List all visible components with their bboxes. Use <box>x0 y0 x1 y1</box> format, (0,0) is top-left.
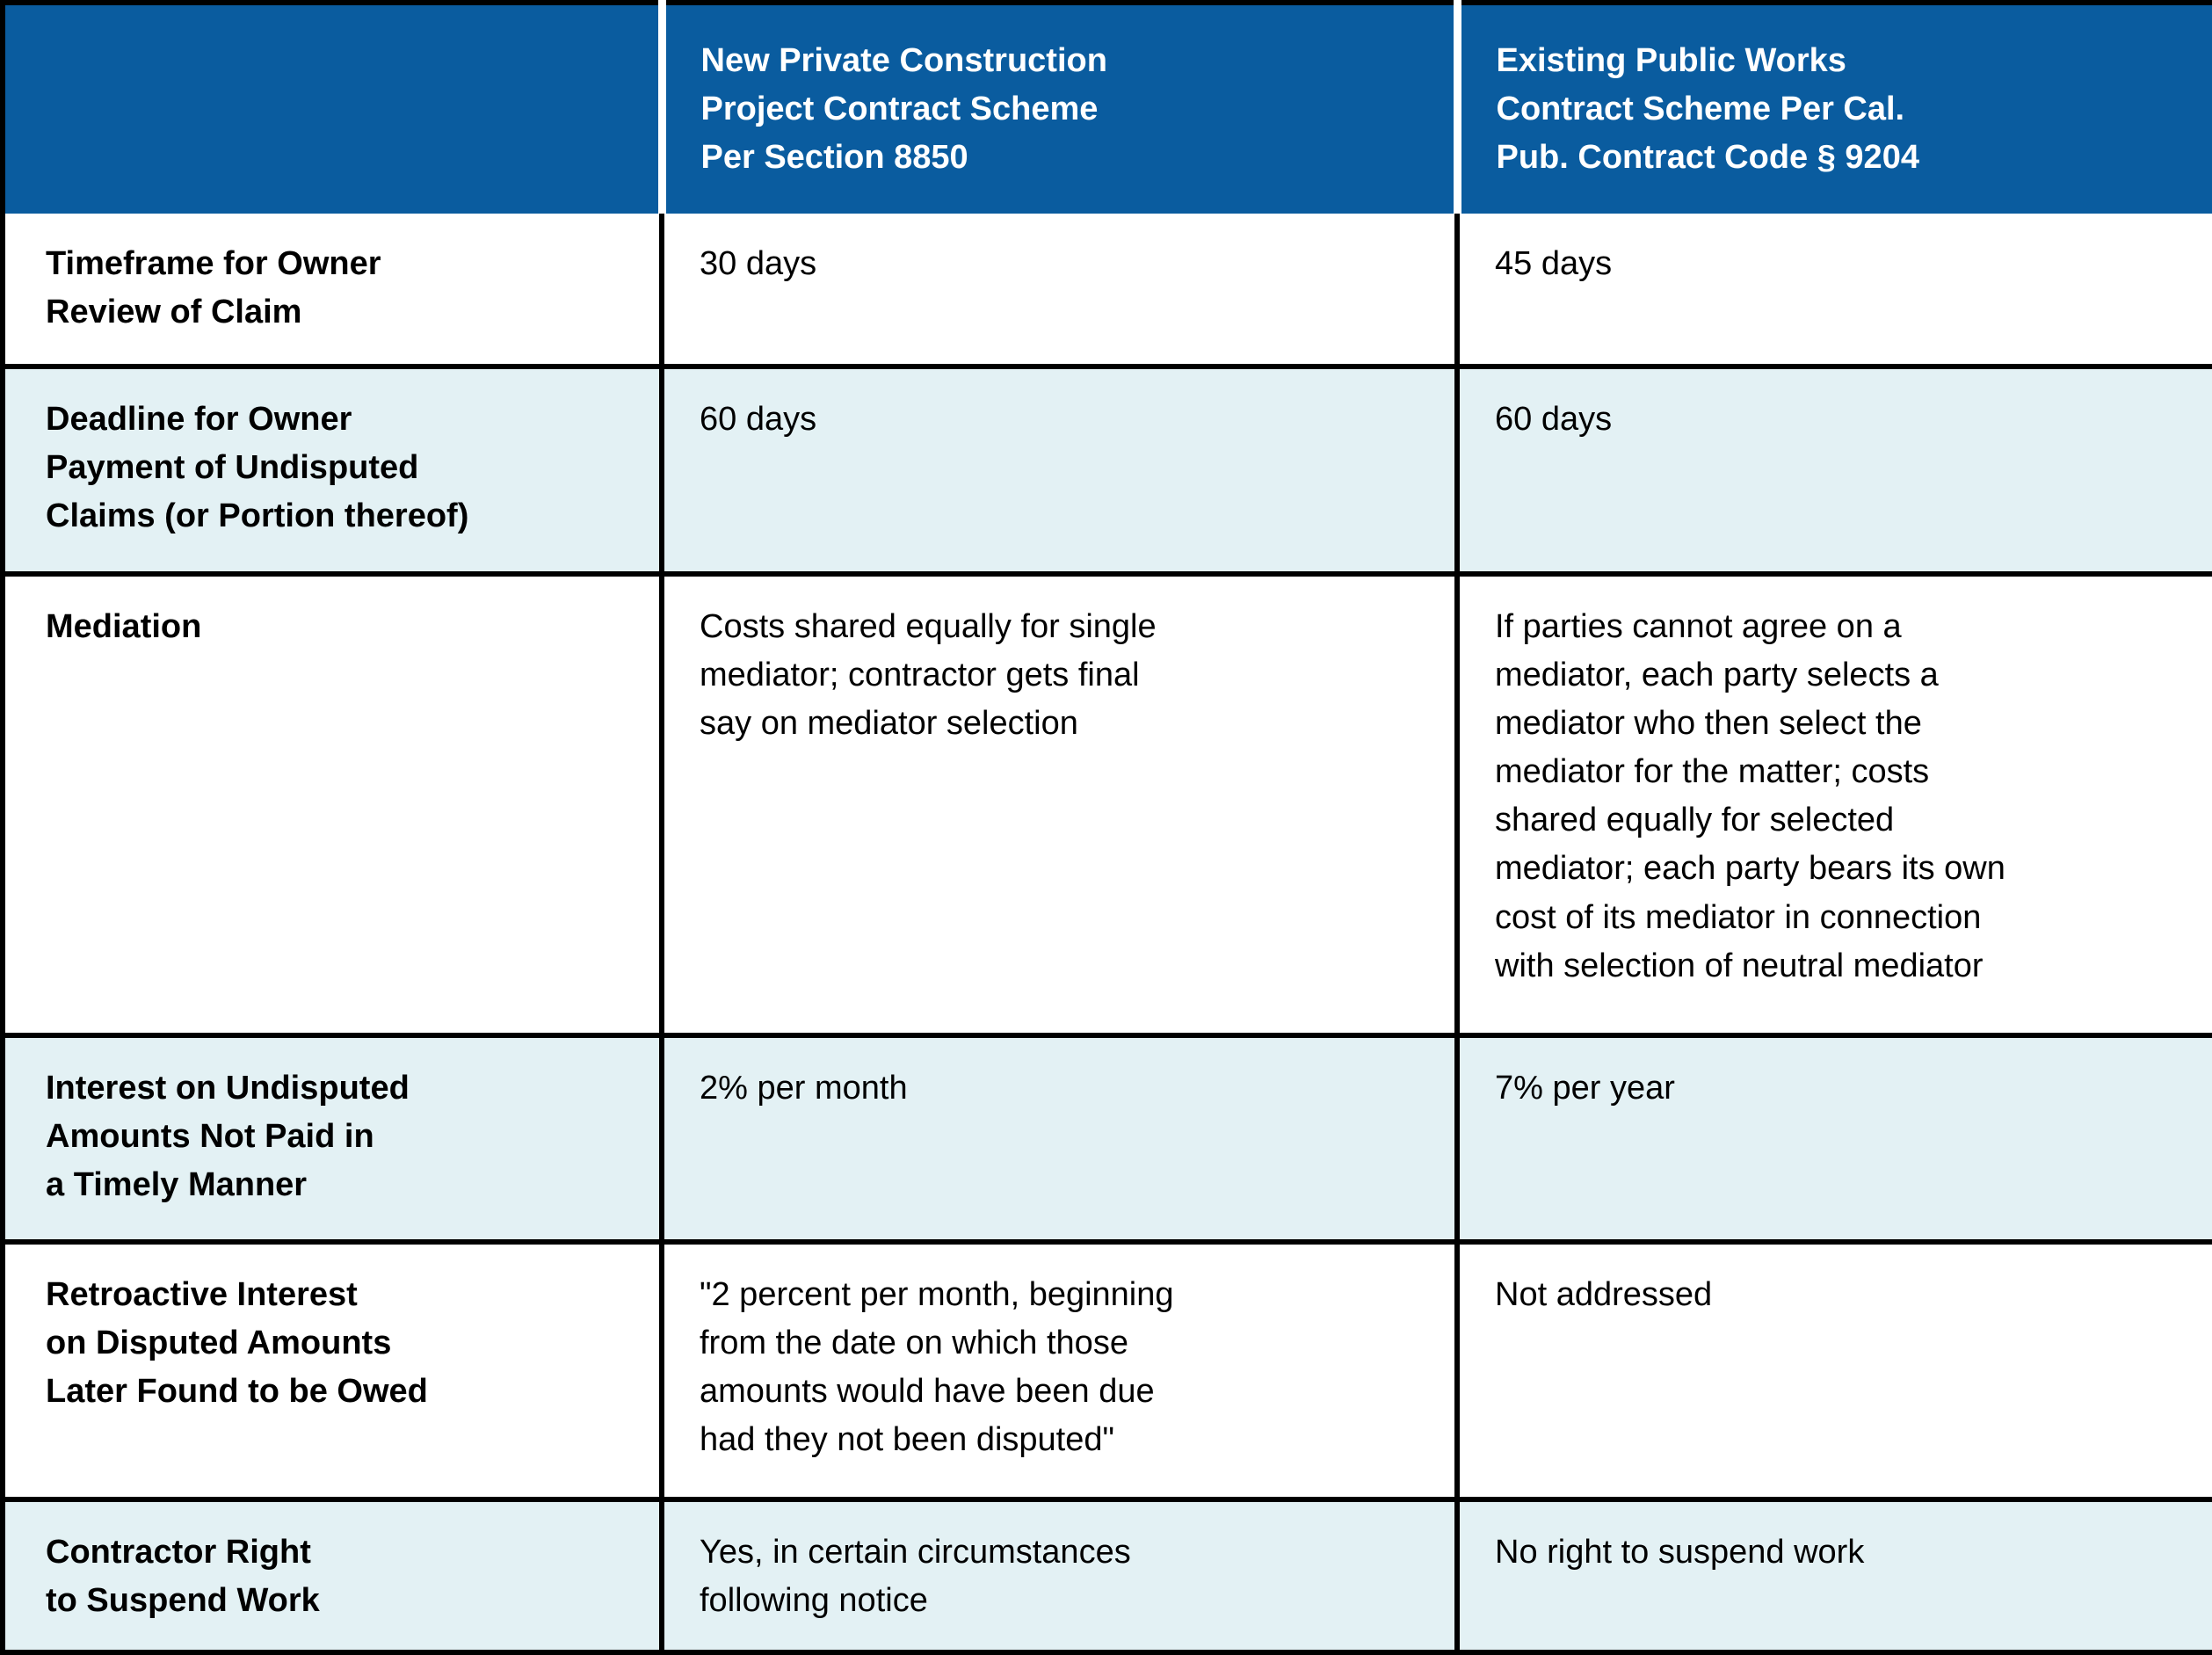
cell-timeframe-public: 45 days <box>1454 214 2212 369</box>
table-row-payment-deadline: Deadline for Owner Payment of Undisputed… <box>0 364 2212 577</box>
cell-suspend-work-public: No right to suspend work <box>1454 1497 2212 1655</box>
row-label-suspend-work: Contractor Right to Suspend Work <box>0 1497 664 1655</box>
header-row: New Private Construction Project Contrac… <box>3 3 2212 214</box>
table-row-mediation: Mediation Costs shared equally for singl… <box>0 571 2212 1038</box>
row-label-retroactive-interest: Retroactive Interest on Disputed Amounts… <box>0 1239 664 1502</box>
table-row-timeframe: Timeframe for Owner Review of Claim 30 d… <box>0 214 2212 369</box>
cell-interest-undisputed-public: 7% per year <box>1454 1033 2212 1245</box>
cell-payment-deadline-public: 60 days <box>1454 364 2212 577</box>
cell-suspend-work-private: Yes, in certain circumstances following … <box>659 1497 1460 1655</box>
cell-timeframe-private: 30 days <box>659 214 1460 369</box>
row-label-mediation: Mediation <box>0 571 664 1038</box>
corner-header-cell <box>3 3 662 214</box>
row-label-interest-undisputed: Interest on Undisputed Amounts Not Paid … <box>0 1033 664 1245</box>
cell-interest-undisputed-private: 2% per month <box>659 1033 1460 1245</box>
cell-retroactive-interest-public: Not addressed <box>1454 1239 2212 1502</box>
column-header-public-scheme: Existing Public Works Contract Scheme Pe… <box>1453 3 2212 214</box>
row-label-payment-deadline: Deadline for Owner Payment of Undisputed… <box>0 364 664 577</box>
cell-mediation-public: If parties cannot agree on a mediator, e… <box>1454 571 2212 1038</box>
table-row-interest-undisputed: Interest on Undisputed Amounts Not Paid … <box>0 1033 2212 1245</box>
cell-retroactive-interest-private: "2 percent per month, beginning from the… <box>659 1239 1460 1502</box>
column-header-private-scheme: New Private Construction Project Contrac… <box>657 3 1457 214</box>
table-row-suspend-work: Contractor Right to Suspend Work Yes, in… <box>0 1497 2212 1655</box>
row-label-timeframe: Timeframe for Owner Review of Claim <box>0 214 664 369</box>
cell-payment-deadline-private: 60 days <box>659 364 1460 577</box>
cell-mediation-private: Costs shared equally for single mediator… <box>659 571 1460 1038</box>
table-row-retroactive-interest: Retroactive Interest on Disputed Amounts… <box>0 1239 2212 1502</box>
